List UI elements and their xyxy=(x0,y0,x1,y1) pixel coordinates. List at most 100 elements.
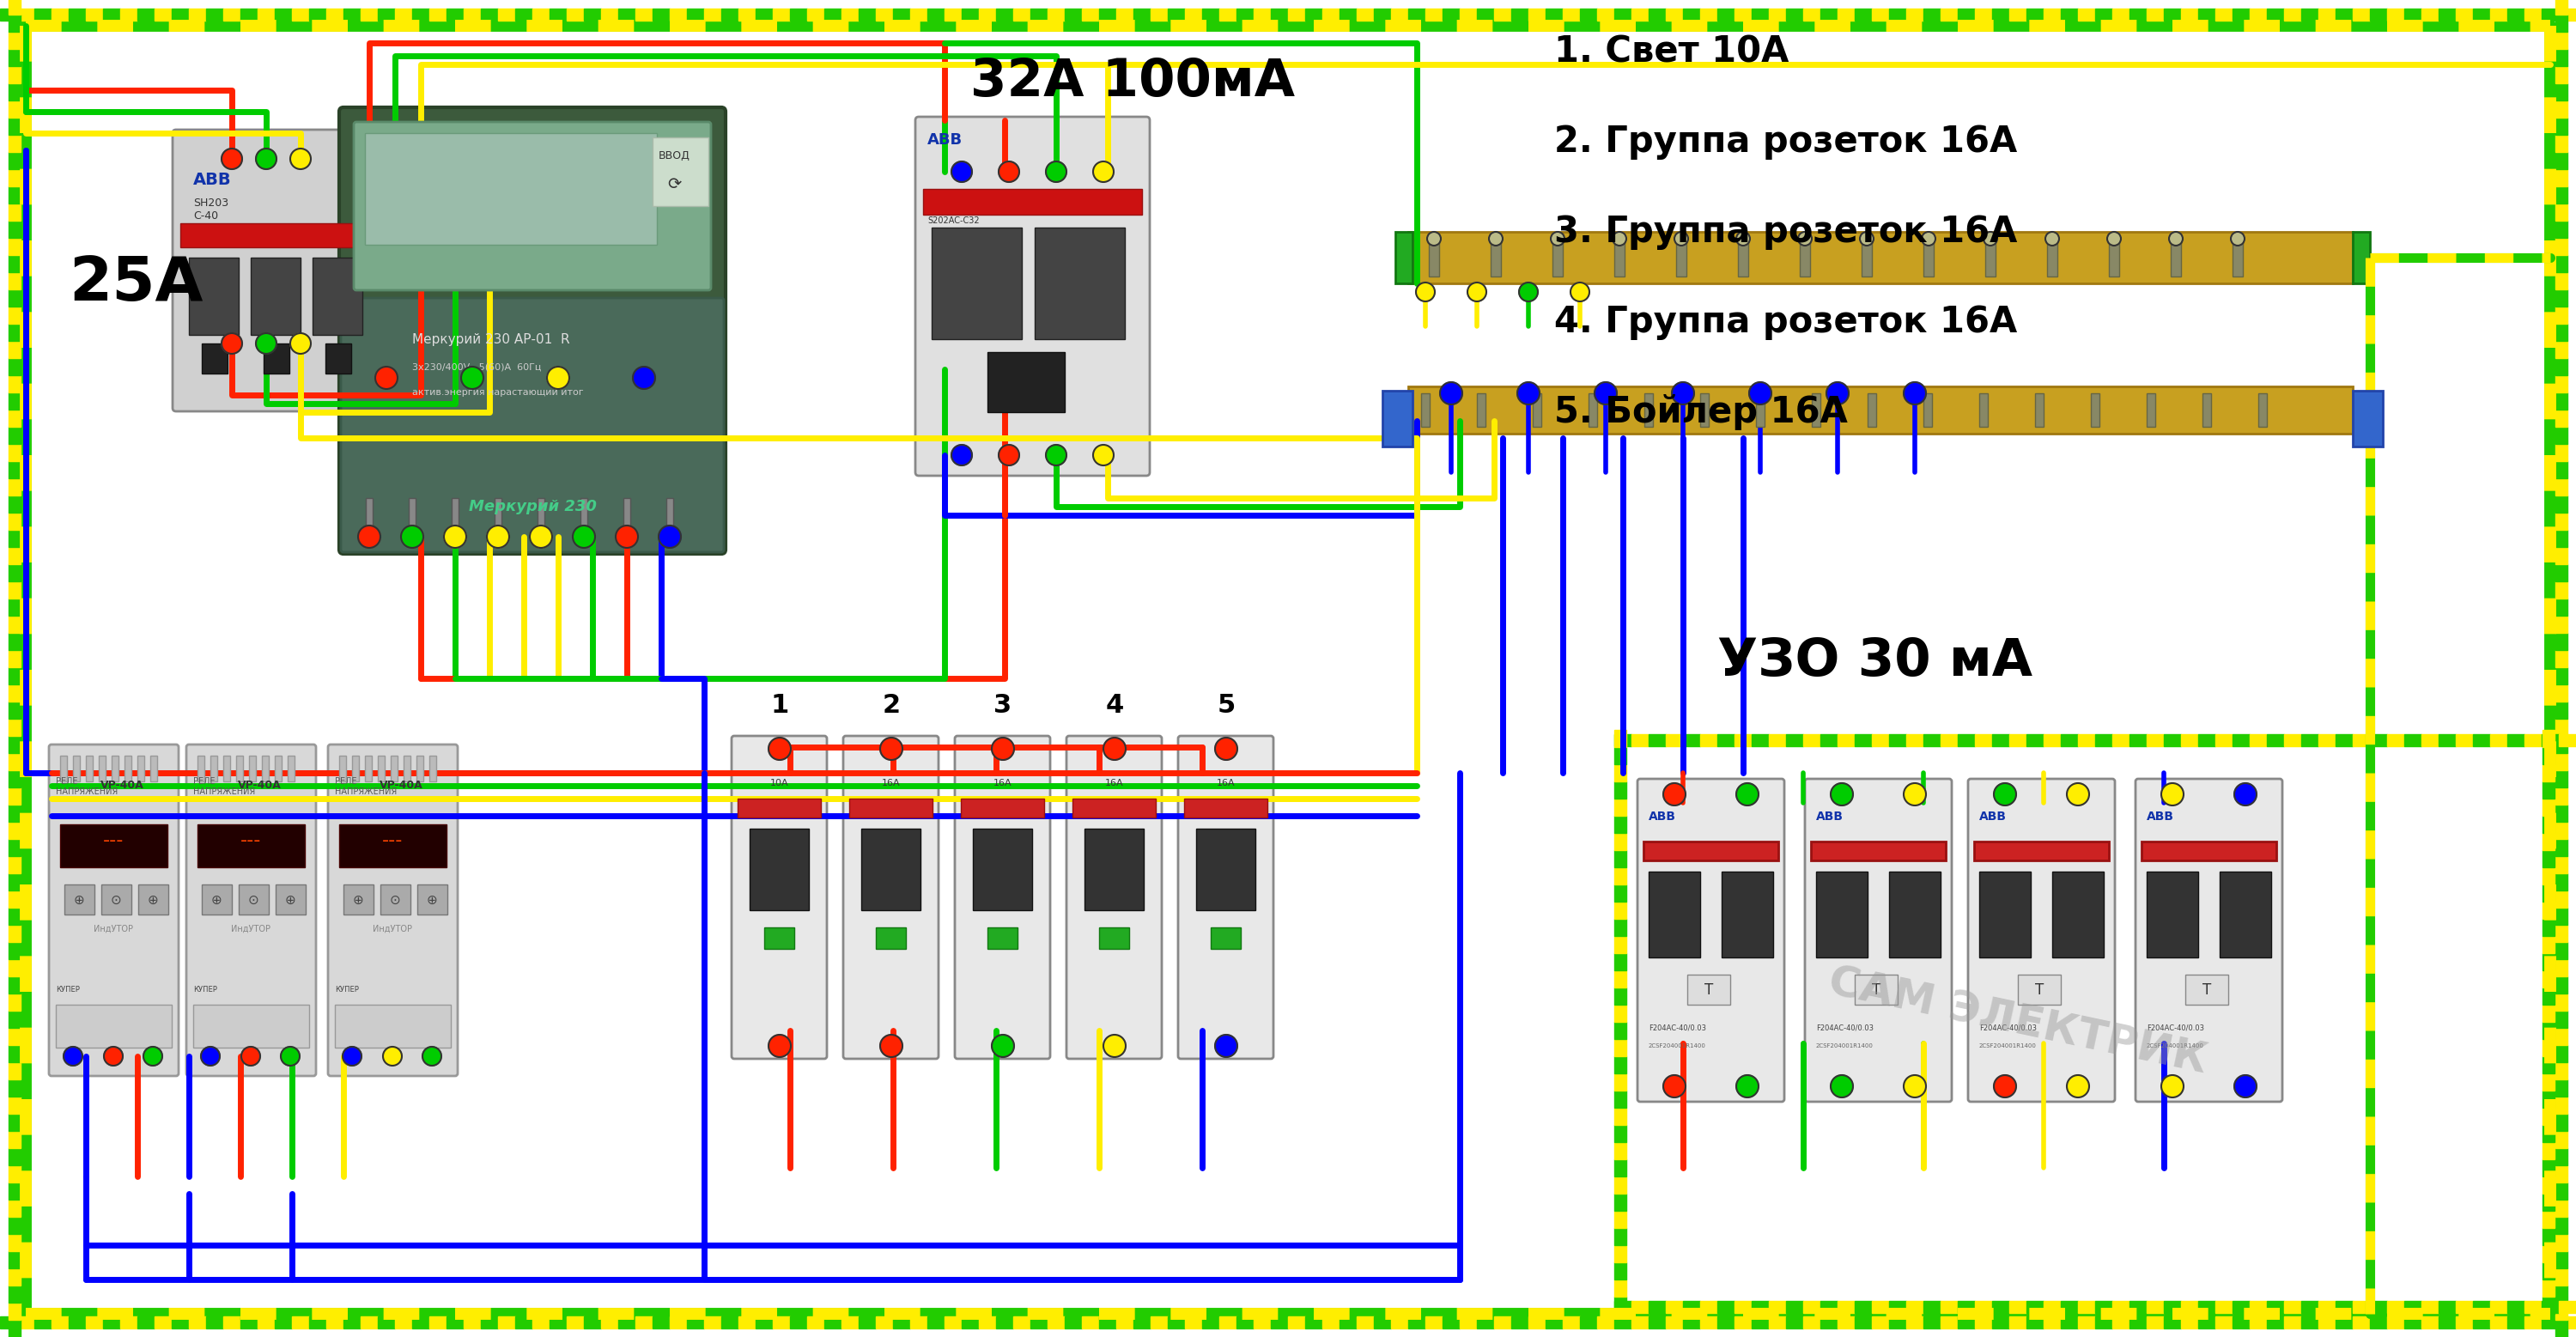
Bar xyxy=(8,1320,21,1337)
Bar xyxy=(2172,239,2182,277)
Bar xyxy=(2555,324,2568,341)
Bar xyxy=(1321,8,1340,20)
Bar xyxy=(366,499,374,532)
Circle shape xyxy=(1664,1075,1685,1098)
Bar xyxy=(8,702,21,719)
Bar xyxy=(1082,8,1100,20)
Bar xyxy=(2318,734,2336,746)
Text: F204AC-40/0.03: F204AC-40/0.03 xyxy=(1816,1024,1873,1032)
Bar xyxy=(1873,8,1888,20)
Bar xyxy=(2558,1301,2576,1313)
Bar xyxy=(1288,1317,1306,1329)
Bar xyxy=(1700,8,1718,20)
Circle shape xyxy=(1674,231,1687,246)
Bar xyxy=(8,547,21,564)
Bar xyxy=(2555,943,2568,959)
Bar xyxy=(2110,239,2120,277)
Text: T: T xyxy=(1873,983,1880,997)
Bar xyxy=(2543,1056,2555,1074)
Bar xyxy=(2455,8,2473,20)
Bar xyxy=(2555,152,2568,170)
Bar xyxy=(1553,239,1564,277)
Bar xyxy=(1564,8,1579,20)
FancyBboxPatch shape xyxy=(732,735,827,1059)
Text: T: T xyxy=(2202,983,2210,997)
Bar xyxy=(8,1079,21,1096)
Bar xyxy=(1976,734,1991,746)
Text: ABB: ABB xyxy=(2146,810,2174,822)
Bar xyxy=(2027,734,2043,746)
Bar xyxy=(1167,1317,1185,1329)
Bar xyxy=(922,189,1141,215)
Bar xyxy=(1940,1301,1958,1313)
Bar xyxy=(1115,8,1133,20)
Bar xyxy=(1512,1317,1528,1329)
Bar xyxy=(636,1317,652,1329)
Bar xyxy=(703,1317,721,1329)
Bar xyxy=(379,755,384,781)
Bar xyxy=(2543,816,2555,833)
Text: T: T xyxy=(2035,983,2043,997)
Bar xyxy=(1133,1317,1151,1329)
Text: 2. Группа розеток 16A: 2. Группа розеток 16A xyxy=(1553,123,2017,159)
Bar xyxy=(121,8,137,20)
Bar xyxy=(1100,1317,1115,1329)
Bar xyxy=(8,186,21,203)
Bar xyxy=(979,8,997,20)
Text: ⊕: ⊕ xyxy=(353,893,363,906)
FancyBboxPatch shape xyxy=(49,745,178,1076)
Bar xyxy=(2543,765,2555,781)
Bar xyxy=(1546,8,1564,20)
Bar xyxy=(8,959,21,976)
Bar xyxy=(2092,393,2099,427)
Bar xyxy=(1770,8,1785,20)
Bar xyxy=(806,1317,824,1329)
Bar xyxy=(240,885,268,915)
Bar xyxy=(201,344,227,373)
Text: 25A: 25A xyxy=(70,254,204,313)
Bar xyxy=(1494,1317,1512,1329)
Bar xyxy=(2543,850,2555,868)
Bar xyxy=(59,755,67,781)
Bar xyxy=(482,1317,497,1329)
Bar xyxy=(1958,8,1976,20)
Bar xyxy=(1084,829,1144,910)
Bar xyxy=(100,885,131,915)
FancyBboxPatch shape xyxy=(173,130,376,412)
Bar xyxy=(2112,8,2130,20)
Bar xyxy=(2555,512,2568,529)
Bar xyxy=(2403,1301,2421,1313)
Bar xyxy=(2318,8,2336,20)
Bar xyxy=(410,499,415,532)
Bar xyxy=(417,755,422,781)
Bar xyxy=(1443,8,1461,20)
Bar xyxy=(309,1317,327,1329)
Circle shape xyxy=(1798,231,1811,246)
Bar xyxy=(2543,8,2558,20)
Bar xyxy=(2543,1297,2555,1314)
Bar xyxy=(2061,8,2079,20)
Bar xyxy=(2491,734,2506,746)
Bar xyxy=(59,825,167,868)
Circle shape xyxy=(768,1035,791,1058)
Bar xyxy=(2555,529,2568,547)
Circle shape xyxy=(1922,231,1935,246)
Bar xyxy=(1906,8,1924,20)
Bar xyxy=(2202,393,2210,427)
Circle shape xyxy=(242,1047,260,1066)
Bar xyxy=(2555,925,2568,943)
Bar xyxy=(2094,734,2112,746)
Bar xyxy=(1803,1317,1821,1329)
Bar xyxy=(2555,444,2568,461)
Bar xyxy=(291,1317,309,1329)
FancyBboxPatch shape xyxy=(914,116,1149,476)
Circle shape xyxy=(144,1047,162,1066)
Bar xyxy=(2506,1301,2524,1313)
Bar xyxy=(72,755,80,781)
Bar xyxy=(1785,1317,1803,1329)
Bar xyxy=(1425,8,1443,20)
Circle shape xyxy=(103,1047,124,1066)
Bar xyxy=(8,1199,21,1217)
Bar xyxy=(70,1317,85,1329)
Bar xyxy=(1615,1056,1625,1074)
